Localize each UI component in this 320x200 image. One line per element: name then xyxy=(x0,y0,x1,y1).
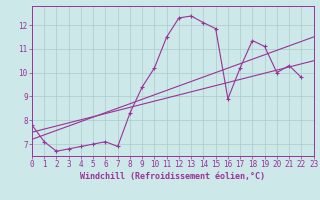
X-axis label: Windchill (Refroidissement éolien,°C): Windchill (Refroidissement éolien,°C) xyxy=(80,172,265,181)
